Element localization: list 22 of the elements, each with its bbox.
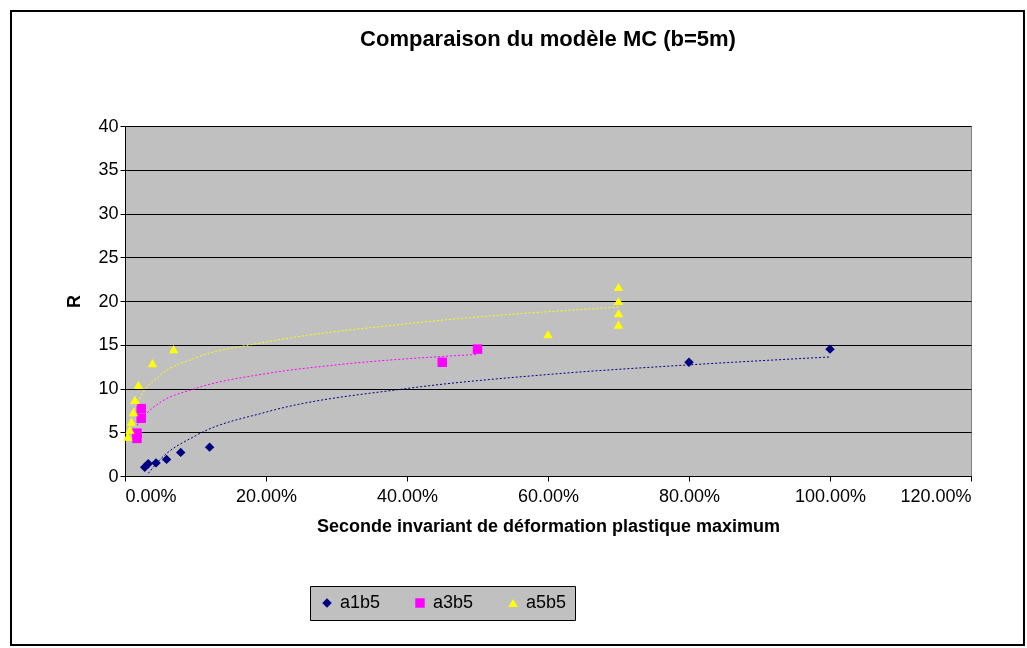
y-tick-label: 35 [98,159,119,180]
x-tick-label: 0.00% [125,485,177,506]
y-tick-label: 5 [108,421,119,442]
legend-label: a1b5 [340,592,381,612]
chart-title: Comparaison du modèle MC (b=5m) [360,26,736,51]
y-tick-label: 25 [98,246,119,267]
x-tick-label: 100.00% [794,485,867,506]
x-tick-label: 120.00% [900,485,972,506]
y-axis-title: R [64,295,85,308]
x-tick-label: 80.00% [658,485,721,506]
x-tick-label: 40.00% [376,485,439,506]
y-tick-label: 0 [108,465,119,486]
y-tick-label: 10 [98,378,119,398]
legend-label: a3b5 [433,592,474,612]
x-tick-label: 60.00% [517,485,580,506]
y-tick-label: 15 [98,334,119,355]
x-axis-title: Seconde invariant de déformation plastique maximum [316,515,781,536]
x-tick-label: 20.00% [235,485,298,506]
legend-label: a5b5 [526,592,567,612]
y-tick-label: 20 [98,290,119,311]
y-tick-label: 40 [98,115,119,136]
y-tick-label: 30 [98,203,119,223]
